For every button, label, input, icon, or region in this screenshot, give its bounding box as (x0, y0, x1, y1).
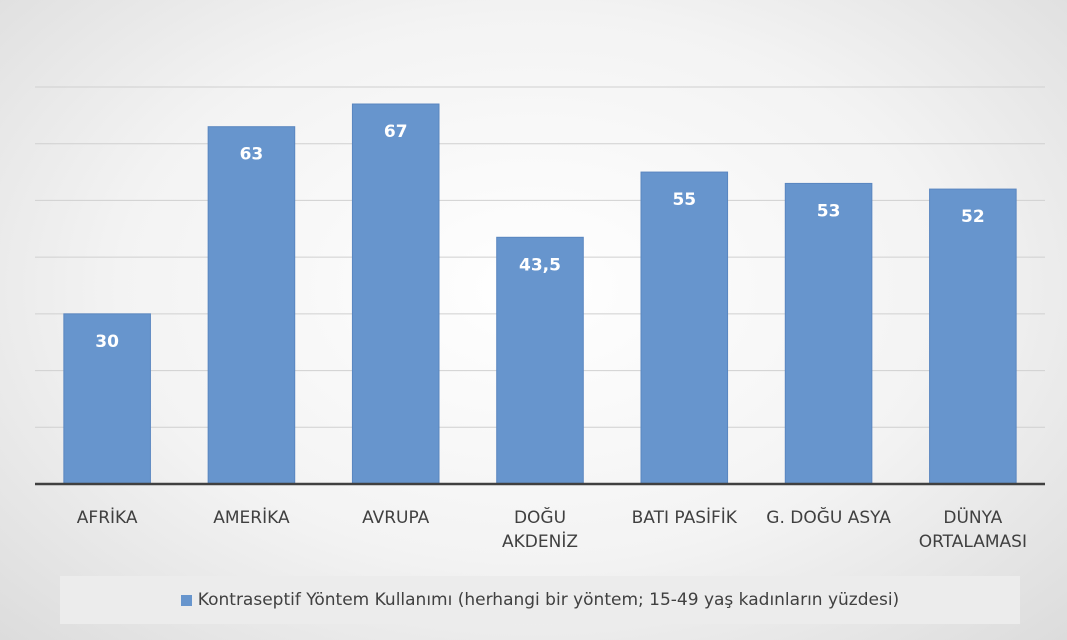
bar (63, 313, 151, 485)
bar (207, 126, 296, 485)
value-label: 52 (961, 207, 985, 227)
value-label: 55 (672, 190, 696, 210)
x-tick-label: BATI PASİFİK (631, 508, 737, 528)
bar (929, 188, 1017, 485)
value-label: 63 (240, 145, 264, 165)
legend-swatch (180, 594, 192, 606)
x-tick-label: AFRİKA (76, 508, 138, 528)
x-tick-label: AVRUPA (362, 508, 430, 528)
x-tick-label: DOĞU AKDENİZ (502, 508, 578, 552)
bar (784, 182, 873, 485)
value-label: 43,5 (519, 255, 561, 275)
value-label: 53 (817, 201, 841, 221)
x-tick-label: AMERİKA (213, 508, 290, 528)
legend: Kontraseptif Yöntem Kullanımı (herhangi … (60, 576, 1020, 624)
bar (640, 171, 729, 485)
legend-label: Kontraseptif Yöntem Kullanımı (herhangi … (197, 590, 900, 610)
bar (351, 103, 440, 485)
x-tick-label: DÜNYA ORTALAMASI (918, 508, 1027, 552)
x-tick-label: G. DOĞU ASYA (766, 508, 891, 528)
value-label: 30 (95, 332, 119, 352)
value-label: 67 (384, 122, 408, 142)
